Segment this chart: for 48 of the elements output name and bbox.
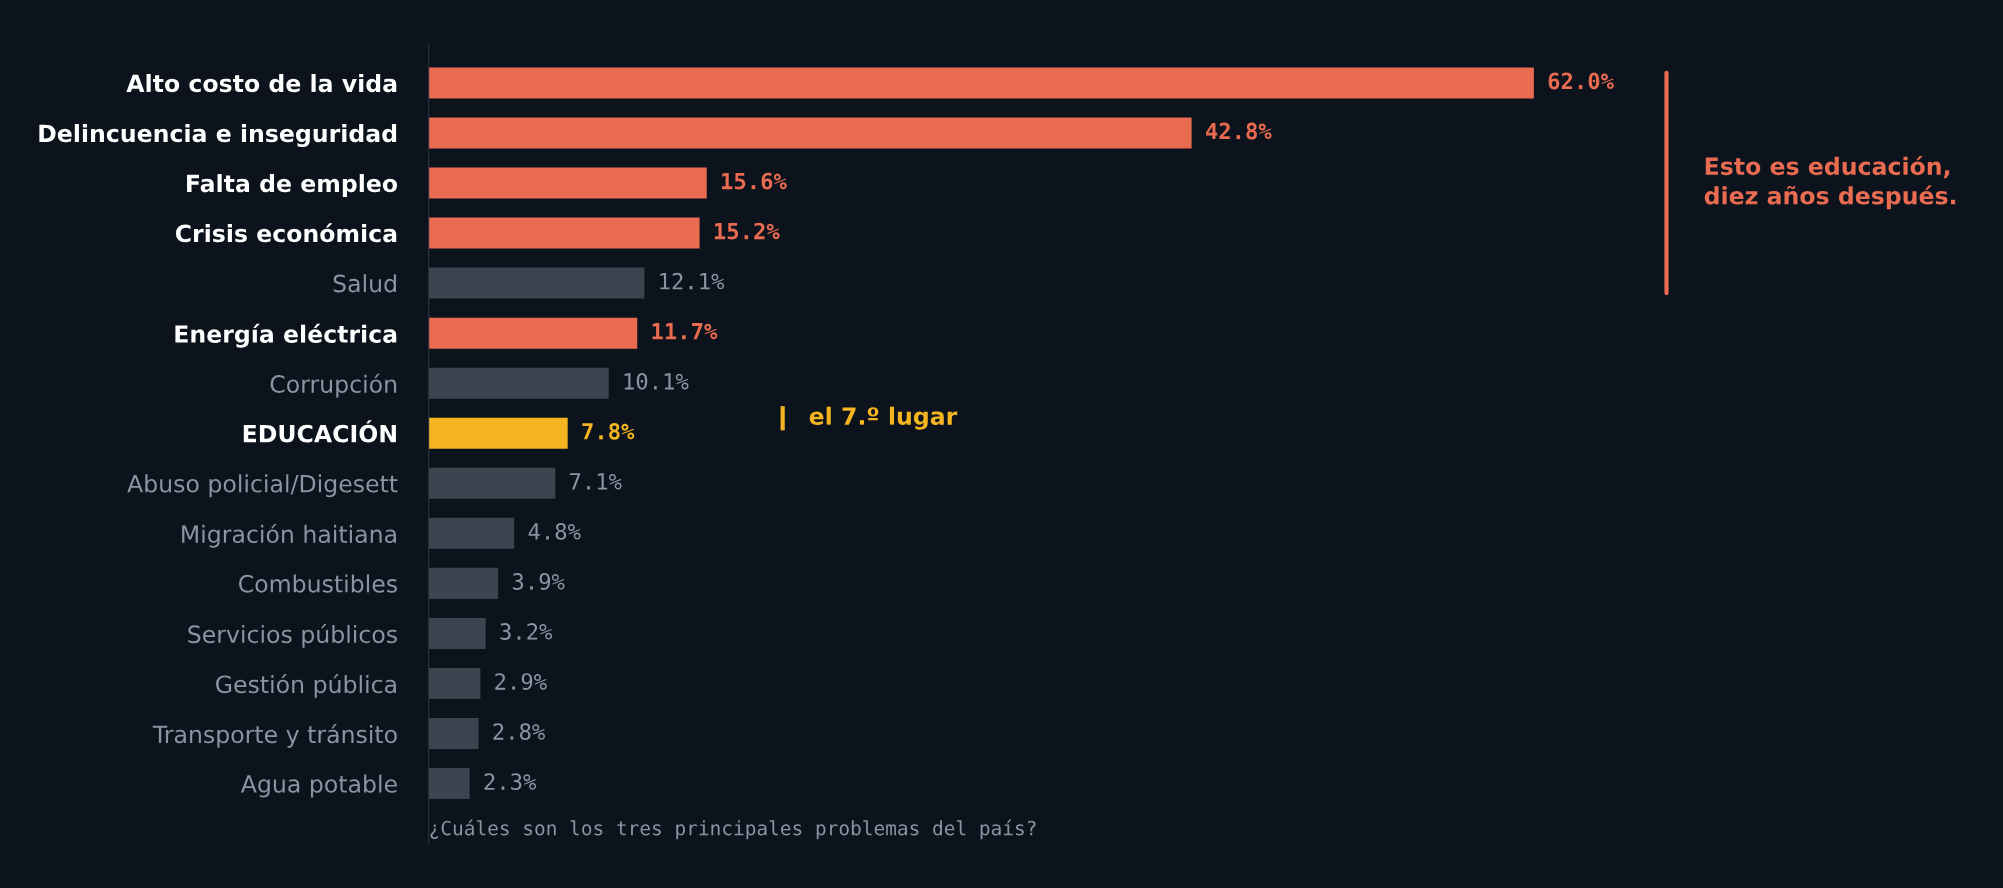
bar	[428, 667, 481, 699]
bar	[428, 167, 707, 199]
data-label: 62.0%	[1548, 72, 1614, 90]
bar	[428, 517, 515, 549]
bar	[428, 417, 568, 449]
bar	[428, 317, 638, 349]
y-tick-label: Migración haitiana	[182, 523, 396, 548]
data-label: 2.3%	[484, 773, 537, 791]
y-tick-label: Gestión pública	[216, 674, 396, 698]
y-tick-label: Delincuencia e inseguridad	[39, 124, 397, 148]
bar	[428, 367, 609, 399]
y-tick-label: Falta de empleo	[187, 174, 398, 197]
bar	[428, 768, 470, 800]
data-label: 7.8%	[582, 422, 635, 440]
data-label: 3.9%	[512, 573, 565, 590]
data-label: 7.1%	[569, 473, 622, 490]
annotation: ¿Cuáles son los tres principales problemas del país?	[430, 819, 1036, 840]
data-label: 2.9%	[495, 673, 547, 690]
bar	[428, 717, 479, 750]
y-tick-label: Agua potable	[240, 774, 397, 798]
bar	[428, 67, 1534, 99]
bar	[428, 117, 1192, 149]
data-label: 12.1%	[660, 272, 725, 290]
y-tick-label: Energía eléctrica	[175, 323, 397, 348]
y-tick-label: Transporte y tránsito	[152, 724, 397, 748]
text: Esto es educación, diez años después.	[1704, 155, 1956, 210]
y-tick-label: Servicios públicos	[188, 623, 397, 648]
data-label: 42.8%	[1205, 122, 1272, 140]
data-label: 2.8%	[493, 723, 545, 741]
y-tick-label: Alto costo de la vida	[126, 73, 397, 93]
annotation: el 7.º lugar	[809, 406, 958, 430]
y-tick-label: Crisis económica	[175, 223, 397, 243]
data-label: 11.7%	[652, 323, 718, 340]
data-label: 4.8%	[528, 523, 581, 540]
data-label: 3.2%	[500, 623, 553, 640]
data-label: 15.6%	[722, 172, 787, 190]
y-tick-label: Corrupción	[270, 373, 397, 398]
bar	[428, 617, 486, 649]
y-tick-label: Salud	[333, 274, 396, 293]
data-label: 15.2%	[714, 222, 780, 240]
bar	[428, 217, 700, 249]
y-tick-label: Combustibles	[239, 574, 397, 593]
data-label: 10.1%	[624, 372, 689, 390]
y-tick-label: EDUCACIÓN	[243, 420, 396, 443]
bar	[428, 467, 556, 499]
bar	[428, 267, 645, 299]
y-tick-label: Abuso policial/Digesett	[127, 474, 398, 498]
bar	[428, 567, 499, 599]
